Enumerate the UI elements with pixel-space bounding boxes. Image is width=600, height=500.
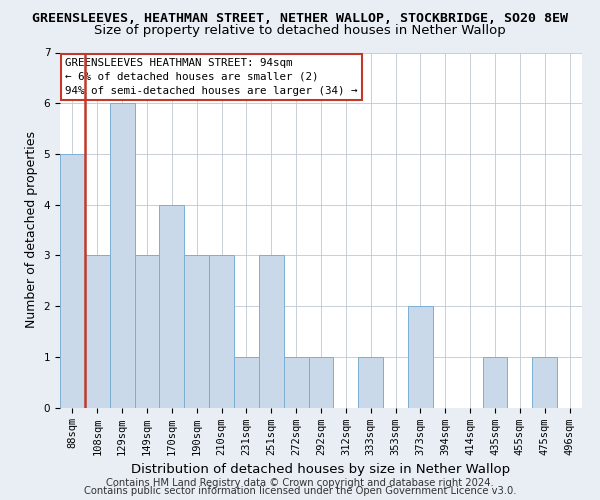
Text: GREENSLEEVES, HEATHMAN STREET, NETHER WALLOP, STOCKBRIDGE, SO20 8EW: GREENSLEEVES, HEATHMAN STREET, NETHER WA… — [32, 12, 568, 26]
Text: Size of property relative to detached houses in Nether Wallop: Size of property relative to detached ho… — [94, 24, 506, 37]
Y-axis label: Number of detached properties: Number of detached properties — [25, 132, 38, 328]
Text: Contains public sector information licensed under the Open Government Licence v3: Contains public sector information licen… — [84, 486, 516, 496]
Bar — [358, 357, 383, 408]
Bar — [234, 357, 259, 408]
Bar — [308, 357, 334, 408]
Bar — [482, 357, 508, 408]
Bar — [259, 256, 284, 408]
Bar — [408, 306, 433, 408]
Bar — [160, 204, 184, 408]
Bar — [110, 103, 134, 408]
X-axis label: Distribution of detached houses by size in Nether Wallop: Distribution of detached houses by size … — [131, 463, 511, 476]
Bar — [85, 256, 110, 408]
Bar — [209, 256, 234, 408]
Bar — [184, 256, 209, 408]
Bar — [284, 357, 308, 408]
Bar — [532, 357, 557, 408]
Bar — [60, 154, 85, 407]
Bar — [134, 256, 160, 408]
Text: Contains HM Land Registry data © Crown copyright and database right 2024.: Contains HM Land Registry data © Crown c… — [106, 478, 494, 488]
Text: GREENSLEEVES HEATHMAN STREET: 94sqm
← 6% of detached houses are smaller (2)
94% : GREENSLEEVES HEATHMAN STREET: 94sqm ← 6%… — [65, 58, 358, 96]
